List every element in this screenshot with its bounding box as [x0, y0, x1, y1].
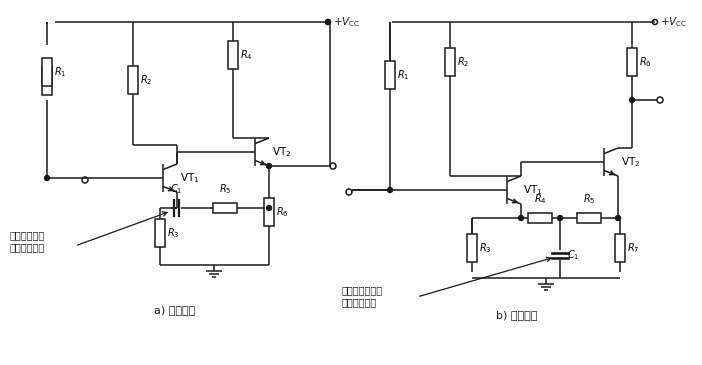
Text: $R_3$: $R_3$ [167, 226, 180, 240]
Text: b) 直流反馈: b) 直流反馈 [496, 310, 538, 320]
Text: $R_1$: $R_1$ [397, 68, 409, 82]
Bar [627, 48, 637, 76]
Text: $R_6$: $R_6$ [639, 55, 651, 69]
Circle shape [44, 176, 50, 181]
Circle shape [388, 188, 392, 192]
Text: $+V_{\rm CC}$: $+V_{\rm CC}$ [660, 15, 687, 29]
Bar [42, 67, 52, 95]
Text: $R_5$: $R_5$ [219, 182, 231, 196]
Text: $R_2$: $R_2$ [140, 73, 152, 87]
Text: 电容将交流反馈: 电容将交流反馈 [342, 285, 383, 295]
Bar [467, 234, 477, 262]
Circle shape [557, 215, 562, 220]
Circle shape [267, 205, 272, 211]
Bar [128, 66, 138, 94]
Circle shape [616, 215, 621, 220]
Text: $C_1$: $C_1$ [567, 248, 579, 262]
Text: VT$_1$: VT$_1$ [180, 171, 199, 185]
Text: $R_1$: $R_1$ [54, 65, 67, 79]
Text: $R_2$: $R_2$ [457, 55, 470, 69]
Circle shape [630, 97, 635, 103]
Bar [228, 41, 238, 69]
Circle shape [267, 164, 272, 169]
Text: $+V_{\rm CC}$: $+V_{\rm CC}$ [333, 15, 360, 29]
Text: $C_1$: $C_1$ [170, 182, 183, 196]
Bar [42, 58, 52, 86]
Text: 无法通过电容: 无法通过电容 [10, 242, 45, 252]
Bar [213, 203, 237, 213]
Text: VT$_2$: VT$_2$ [272, 145, 291, 159]
Text: VT$_2$: VT$_2$ [621, 155, 640, 169]
Text: $R_4$: $R_4$ [240, 48, 253, 62]
Bar [528, 213, 552, 223]
Circle shape [519, 215, 524, 220]
Text: VT$_1$: VT$_1$ [523, 183, 543, 197]
Text: $R_4$: $R_4$ [534, 192, 546, 206]
Bar [445, 48, 455, 76]
Text: $R_7$: $R_7$ [627, 241, 640, 255]
Bar [385, 61, 395, 89]
Bar [577, 213, 601, 223]
Text: 直流反馈信号: 直流反馈信号 [10, 230, 45, 240]
Text: $R_5$: $R_5$ [583, 192, 595, 206]
Bar [155, 219, 165, 247]
Text: 信号旁路到地: 信号旁路到地 [342, 297, 377, 307]
Text: $R_3$: $R_3$ [479, 241, 491, 255]
Text: $R_6$: $R_6$ [276, 205, 289, 219]
Bar [615, 234, 625, 262]
Text: a) 交流反馈: a) 交流反馈 [154, 305, 196, 315]
Circle shape [326, 19, 331, 24]
Bar [264, 198, 274, 226]
